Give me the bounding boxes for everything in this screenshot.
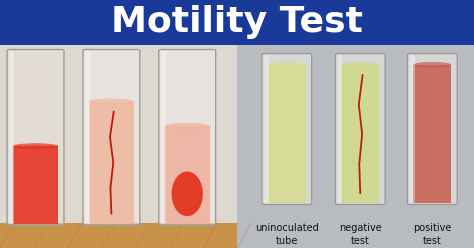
Bar bbox=[9, 51, 14, 224]
Text: positive
test: positive test bbox=[413, 223, 451, 246]
Bar bbox=[164, 126, 210, 224]
Text: negative
test: negative test bbox=[339, 223, 382, 246]
FancyBboxPatch shape bbox=[83, 50, 140, 225]
Bar bbox=[237, 45, 474, 248]
Ellipse shape bbox=[172, 172, 203, 216]
Bar bbox=[337, 55, 342, 203]
Bar bbox=[413, 65, 451, 203]
Ellipse shape bbox=[13, 143, 58, 149]
Bar bbox=[0, 45, 237, 248]
Bar bbox=[410, 55, 414, 203]
Ellipse shape bbox=[164, 123, 210, 129]
Bar bbox=[0, 0, 474, 45]
Bar bbox=[341, 65, 379, 203]
Ellipse shape bbox=[341, 62, 379, 68]
Text: Motility Test: Motility Test bbox=[111, 5, 363, 39]
FancyBboxPatch shape bbox=[407, 54, 457, 205]
FancyBboxPatch shape bbox=[7, 50, 64, 225]
Bar bbox=[264, 55, 269, 203]
Text: uninoculated
tube: uninoculated tube bbox=[255, 223, 319, 246]
FancyBboxPatch shape bbox=[336, 54, 385, 205]
FancyBboxPatch shape bbox=[159, 50, 216, 225]
Bar bbox=[85, 51, 90, 224]
Bar bbox=[89, 102, 134, 224]
Ellipse shape bbox=[267, 62, 306, 68]
Bar bbox=[161, 51, 166, 224]
Bar bbox=[13, 146, 58, 224]
Ellipse shape bbox=[89, 98, 134, 105]
Bar bbox=[267, 65, 306, 203]
Bar bbox=[0, 223, 237, 248]
FancyBboxPatch shape bbox=[262, 54, 311, 205]
Ellipse shape bbox=[413, 62, 451, 68]
